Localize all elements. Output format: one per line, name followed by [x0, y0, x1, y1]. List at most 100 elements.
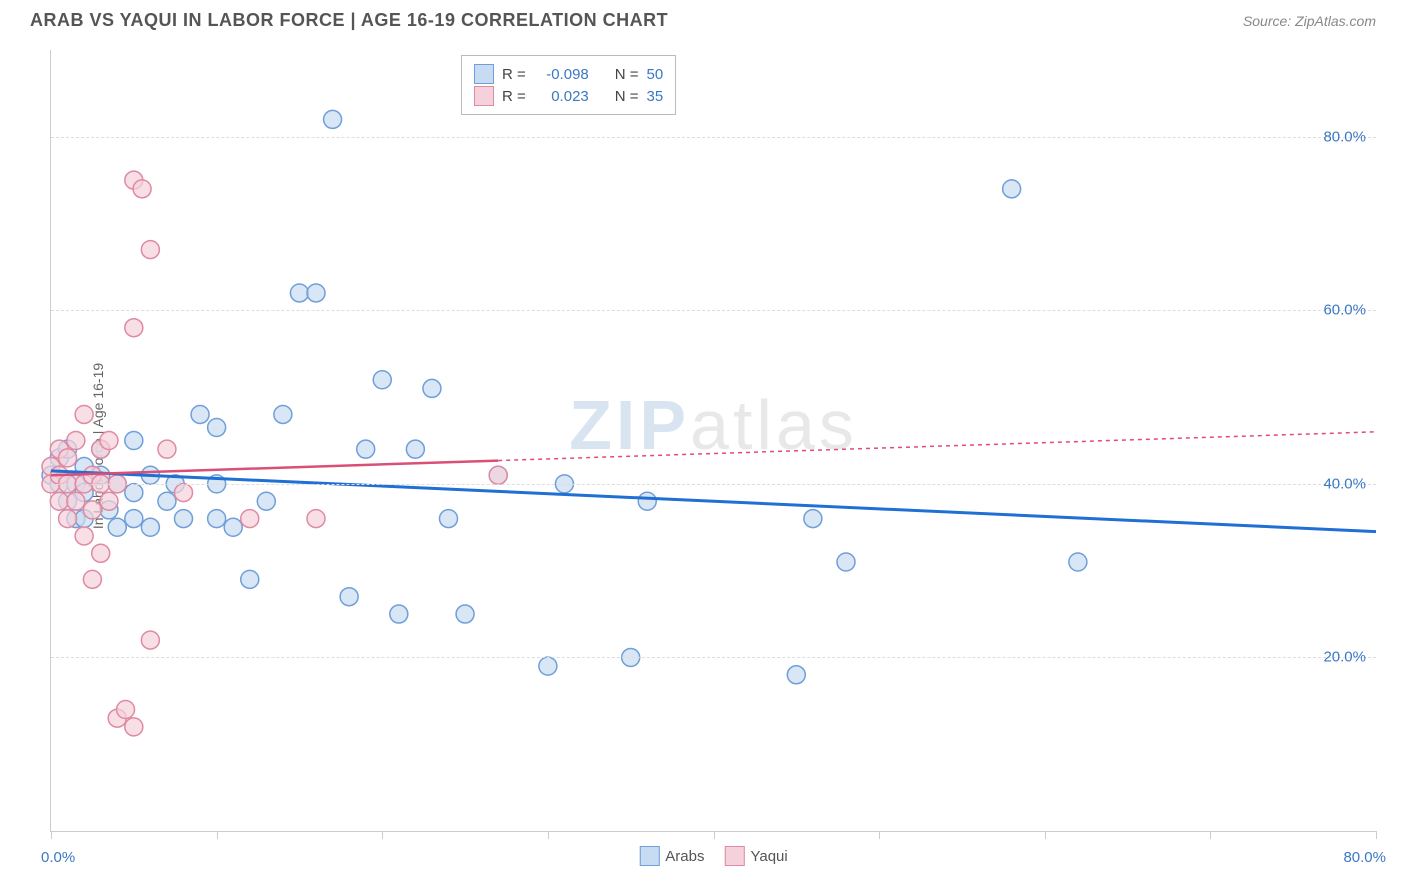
data-point: [224, 518, 242, 536]
data-point: [50, 492, 68, 510]
legend-label: Yaqui: [750, 848, 787, 865]
data-point: [100, 432, 118, 450]
x-tick: [1376, 831, 1377, 839]
trend-line: [51, 461, 498, 476]
data-point: [75, 527, 93, 545]
chart-source: Source: ZipAtlas.com: [1243, 13, 1376, 29]
data-point: [373, 371, 391, 389]
data-point: [241, 510, 259, 528]
plot-area: ZIPatlas R =-0.098N =50R = 0.023N =35 Ar…: [50, 50, 1376, 832]
data-point: [117, 701, 135, 719]
data-point: [1003, 180, 1021, 198]
legend-swatch: [724, 846, 744, 866]
trend-line-dashed: [498, 432, 1376, 461]
data-point: [423, 379, 441, 397]
legend-swatch: [474, 86, 494, 106]
data-point: [59, 449, 77, 467]
data-point: [324, 110, 342, 128]
data-point: [67, 432, 85, 450]
data-point: [274, 405, 292, 423]
data-point: [125, 484, 143, 502]
scatter-svg: [51, 50, 1376, 831]
data-point: [340, 588, 358, 606]
data-point: [83, 570, 101, 588]
data-point: [489, 466, 507, 484]
data-point: [175, 510, 193, 528]
legend-swatch: [639, 846, 659, 866]
data-point: [141, 241, 159, 259]
data-point: [406, 440, 424, 458]
y-tick-label: 20.0%: [1323, 649, 1366, 666]
data-point: [456, 605, 474, 623]
x-tick: [382, 831, 383, 839]
gridline: [51, 310, 1376, 311]
x-end-label: 80.0%: [1343, 849, 1386, 866]
data-point: [125, 718, 143, 736]
data-point: [290, 284, 308, 302]
data-point: [158, 492, 176, 510]
data-point: [100, 492, 118, 510]
data-point: [67, 492, 85, 510]
y-tick-label: 60.0%: [1323, 302, 1366, 319]
chart-container: ARAB VS YAQUI IN LABOR FORCE | AGE 16-19…: [0, 0, 1406, 892]
correlation-legend: R = -0.098 N = 50 R = 0.023 N = 35: [461, 55, 676, 115]
chart-title: ARAB VS YAQUI IN LABOR FORCE | AGE 16-19…: [30, 10, 668, 31]
n-value: 50: [647, 66, 664, 83]
x-tick: [714, 831, 715, 839]
data-point: [175, 484, 193, 502]
n-label: N =: [615, 88, 639, 105]
gridline: [51, 484, 1376, 485]
data-point: [638, 492, 656, 510]
legend-row: R = 0.023 N = 35: [474, 86, 663, 106]
data-point: [141, 518, 159, 536]
data-point: [59, 510, 77, 528]
data-point: [440, 510, 458, 528]
data-point: [133, 180, 151, 198]
data-point: [307, 510, 325, 528]
y-tick-label: 80.0%: [1323, 128, 1366, 145]
data-point: [837, 553, 855, 571]
r-label: R =: [502, 88, 526, 105]
data-point: [191, 405, 209, 423]
legend-row: R = -0.098 N = 50: [474, 64, 663, 84]
x-tick: [879, 831, 880, 839]
data-point: [141, 631, 159, 649]
data-point: [92, 544, 110, 562]
r-value: 0.023: [534, 88, 589, 105]
data-point: [1069, 553, 1087, 571]
r-label: R =: [502, 66, 526, 83]
n-value: 35: [647, 88, 664, 105]
x-tick: [51, 831, 52, 839]
data-point: [357, 440, 375, 458]
data-point: [241, 570, 259, 588]
data-point: [804, 510, 822, 528]
data-point: [208, 418, 226, 436]
y-tick-label: 40.0%: [1323, 475, 1366, 492]
x-tick: [1045, 831, 1046, 839]
data-point: [257, 492, 275, 510]
data-point: [208, 510, 226, 528]
data-point: [108, 518, 126, 536]
legend-label: Arabs: [665, 848, 704, 865]
legend-item: Yaqui: [724, 846, 787, 866]
data-point: [83, 501, 101, 519]
data-point: [539, 657, 557, 675]
data-point: [75, 405, 93, 423]
x-tick: [217, 831, 218, 839]
series-legend: Arabs Yaqui: [639, 846, 787, 866]
n-label: N =: [615, 66, 639, 83]
data-point: [125, 510, 143, 528]
data-point: [307, 284, 325, 302]
data-point: [787, 666, 805, 684]
chart-header: ARAB VS YAQUI IN LABOR FORCE | AGE 16-19…: [0, 0, 1406, 41]
data-point: [158, 440, 176, 458]
data-point: [390, 605, 408, 623]
data-point: [125, 319, 143, 337]
x-tick: [1210, 831, 1211, 839]
gridline: [51, 657, 1376, 658]
x-tick: [548, 831, 549, 839]
gridline: [51, 137, 1376, 138]
r-value: -0.098: [534, 66, 589, 83]
legend-item: Arabs: [639, 846, 704, 866]
data-point: [125, 432, 143, 450]
